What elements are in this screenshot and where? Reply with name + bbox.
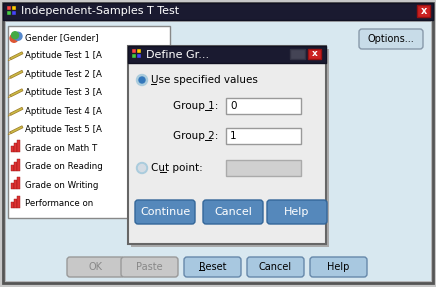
Text: Group 1:: Group 1: (173, 101, 218, 111)
Bar (17, 140, 20, 152)
Bar (17, 159, 20, 171)
Bar (128, 46, 326, 244)
FancyBboxPatch shape (359, 29, 423, 49)
Bar (226, 160, 301, 176)
Text: Define Gr...: Define Gr... (146, 49, 209, 59)
Circle shape (10, 34, 18, 42)
Text: Reset: Reset (199, 262, 226, 272)
Bar (14, 180, 17, 189)
Bar (226, 128, 301, 144)
Bar (7, 6, 11, 10)
Polygon shape (8, 132, 11, 135)
Text: Test Variable(s):: Test Variable(s): (195, 51, 256, 59)
FancyBboxPatch shape (121, 257, 178, 277)
Bar (12, 6, 16, 10)
Bar (226, 98, 301, 114)
Bar (3, 3, 433, 20)
Polygon shape (10, 107, 23, 115)
Text: 0: 0 (230, 101, 236, 111)
Bar (196, 62, 311, 182)
Text: Help: Help (327, 262, 350, 272)
FancyBboxPatch shape (135, 200, 195, 224)
Polygon shape (8, 113, 11, 116)
Text: 1: 1 (230, 131, 237, 141)
Polygon shape (8, 58, 11, 61)
Bar (131, 49, 329, 247)
Text: Grade on Writing: Grade on Writing (25, 181, 99, 190)
Text: Aptitude Test 2 [A: Aptitude Test 2 [A (25, 70, 102, 79)
Bar (128, 46, 326, 63)
Circle shape (136, 162, 147, 174)
Bar (132, 49, 136, 53)
Text: Grade on Reading: Grade on Reading (25, 162, 103, 171)
Circle shape (136, 75, 147, 86)
Bar (11, 183, 14, 189)
Text: Cancel: Cancel (214, 207, 252, 217)
Bar (12, 11, 16, 15)
Text: st2_S...: st2_S... (200, 86, 231, 96)
Polygon shape (8, 76, 11, 79)
Polygon shape (8, 95, 11, 98)
FancyBboxPatch shape (247, 257, 304, 277)
Polygon shape (10, 89, 23, 97)
Bar (11, 165, 14, 171)
Text: Options...: Options... (368, 34, 414, 44)
Text: Independent-Samples T Test: Independent-Samples T Test (21, 7, 179, 16)
Bar (132, 54, 136, 58)
Bar (11, 146, 14, 152)
Bar (11, 202, 14, 208)
Text: Help: Help (284, 207, 310, 217)
Text: x: x (312, 49, 317, 59)
Bar (7, 11, 11, 15)
FancyBboxPatch shape (203, 200, 263, 224)
Text: OK: OK (89, 262, 102, 272)
Text: Group 2:: Group 2: (173, 131, 218, 141)
Text: Aptitude Test 4 [A: Aptitude Test 4 [A (25, 107, 102, 116)
Text: Continue: Continue (140, 207, 190, 217)
Bar (14, 162, 17, 171)
Bar (290, 49, 305, 59)
Bar (14, 143, 17, 152)
Text: Cut point:: Cut point: (151, 163, 203, 173)
Polygon shape (10, 126, 23, 134)
Circle shape (139, 77, 145, 83)
Bar (137, 49, 141, 53)
Bar (417, 5, 430, 17)
Bar (308, 49, 321, 59)
Text: 3_Sc...: 3_Sc... (200, 104, 228, 113)
FancyBboxPatch shape (67, 257, 124, 277)
Text: x: x (420, 6, 426, 16)
Text: Paste: Paste (136, 262, 163, 272)
Bar (196, 200, 311, 216)
FancyBboxPatch shape (267, 200, 327, 224)
Bar (8, 26, 170, 218)
Polygon shape (10, 52, 23, 60)
Text: Use specified values: Use specified values (151, 75, 258, 85)
Bar (17, 177, 20, 189)
Circle shape (14, 32, 22, 40)
Text: Score]: Score] (200, 69, 228, 79)
Text: Grouping Variable:: Grouping Variable: (195, 191, 267, 199)
Bar (17, 196, 20, 208)
Polygon shape (10, 70, 23, 78)
FancyBboxPatch shape (310, 257, 367, 277)
Bar (137, 54, 141, 58)
Bar (14, 199, 17, 208)
Circle shape (11, 32, 18, 39)
Text: Performance on: Performance on (25, 199, 93, 208)
Text: Aptitude Test 1 [A: Aptitude Test 1 [A (25, 51, 102, 60)
FancyBboxPatch shape (184, 257, 241, 277)
Text: Grade on Math T: Grade on Math T (25, 144, 97, 153)
Text: Aptitude Test 3 [A: Aptitude Test 3 [A (25, 88, 102, 97)
Circle shape (139, 164, 146, 172)
Text: Cancel: Cancel (259, 262, 292, 272)
Text: Gender [Gender]: Gender [Gender] (25, 33, 99, 42)
Text: Aptitude Test 5 [A: Aptitude Test 5 [A (25, 125, 102, 134)
